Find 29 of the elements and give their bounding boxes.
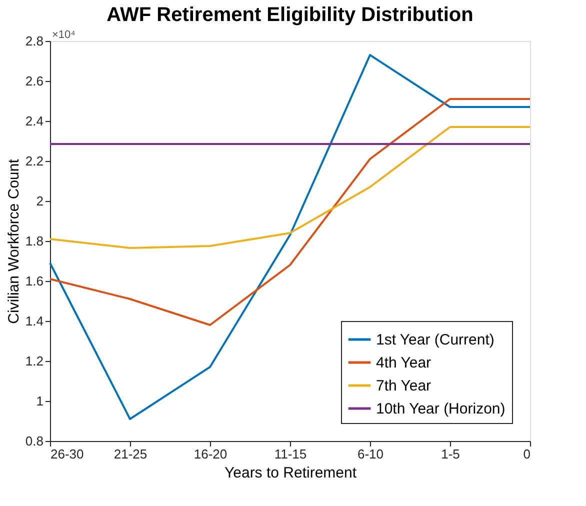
legend-label: 10th Year (Horizon) bbox=[376, 400, 506, 418]
x-tick-label: 0 bbox=[523, 446, 530, 462]
y-axis-title: Civilian Workforce Count bbox=[5, 158, 22, 324]
line-series bbox=[49, 126, 531, 249]
x-tick-label: 26-30 bbox=[50, 446, 84, 462]
y-tick-label: 2.6 bbox=[25, 74, 44, 88]
y-tick-label: 0.8 bbox=[25, 434, 44, 448]
x-tick-label: 21-25 bbox=[114, 446, 148, 462]
y-tick-label: 2.8 bbox=[25, 34, 44, 48]
y-tick-label: 1.4 bbox=[25, 314, 44, 328]
x-tick-label: 11-15 bbox=[274, 446, 307, 462]
chart-title: AWF Retirement Eligibility Distribution bbox=[106, 4, 474, 26]
x-tick-label: 16-20 bbox=[194, 446, 228, 462]
y-tick-label: 1.6 bbox=[25, 274, 44, 288]
y-tick-label: 1 bbox=[36, 394, 44, 408]
y-tick-label: 2 bbox=[36, 194, 44, 208]
x-tick-label: 1-5 bbox=[441, 446, 460, 462]
legend-label: 1st Year (Current) bbox=[376, 332, 494, 348]
y-tick-label: 2.4 bbox=[25, 114, 44, 128]
y-tick-label: 2.2 bbox=[25, 154, 44, 168]
y-tick-label: 1.8 bbox=[25, 234, 44, 248]
legend-label: 7th Year bbox=[376, 378, 432, 394]
text: ×10⁴ bbox=[52, 29, 76, 41]
line-series bbox=[49, 54, 531, 420]
legend-label: 4th Year bbox=[376, 354, 432, 372]
y-tick-label: 1.2 bbox=[25, 354, 44, 368]
x-tick-label: 6-10 bbox=[357, 446, 384, 462]
line-series bbox=[49, 98, 531, 326]
x-axis-title: Years to Retirement bbox=[224, 464, 358, 482]
